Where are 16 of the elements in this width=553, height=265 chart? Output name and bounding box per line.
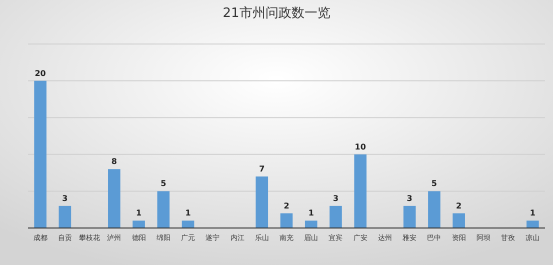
data-label: 20 <box>34 68 46 78</box>
data-label: 2 <box>456 201 462 210</box>
data-label: 3 <box>406 194 412 203</box>
chart-title: 21市州问政数一览 <box>222 6 330 21</box>
data-label: 1 <box>136 208 142 218</box>
data-label: 7 <box>259 164 265 174</box>
data-label: 3 <box>332 194 339 203</box>
data-label: 1 <box>308 208 314 218</box>
data-label: 2 <box>284 201 290 210</box>
data-label: 10 <box>354 142 366 152</box>
data-label: 5 <box>160 179 167 188</box>
data-label: 1 <box>530 208 536 218</box>
data-label: 5 <box>431 179 438 188</box>
data-label: 3 <box>62 194 68 203</box>
data-label: 1 <box>185 208 192 218</box>
data-label: 8 <box>111 157 118 166</box>
